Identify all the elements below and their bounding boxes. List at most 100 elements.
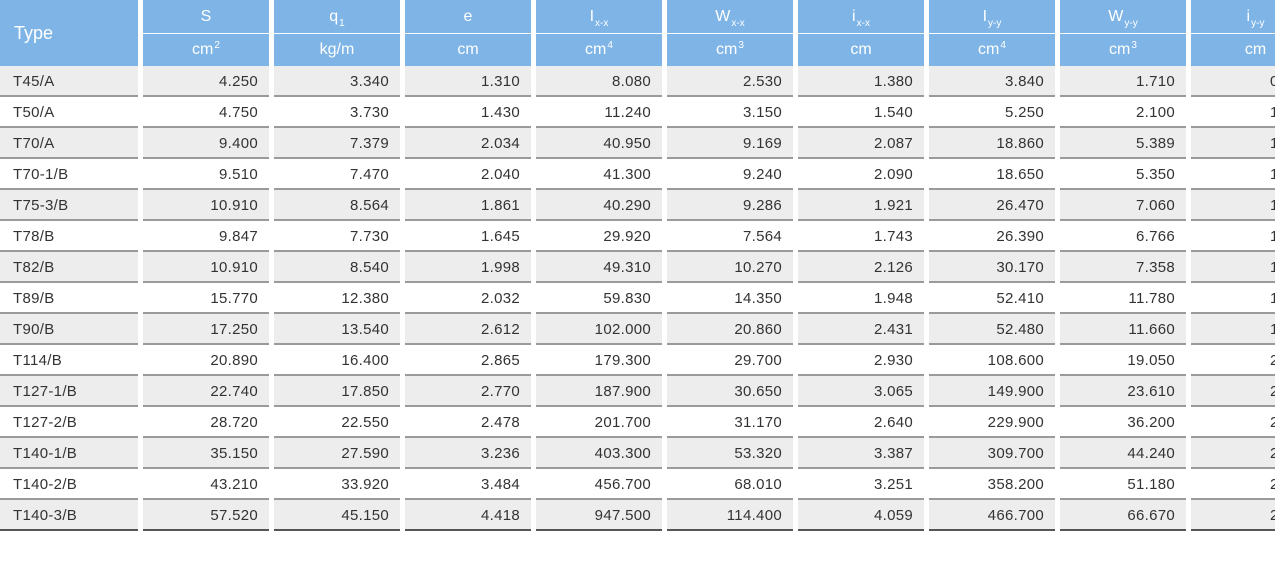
value-cell-e: 2.478 — [405, 407, 531, 438]
column-symbol: i — [852, 7, 856, 25]
value-cell-ixx: 187.900 — [536, 376, 662, 407]
value-cell-s: 9.847 — [143, 221, 269, 252]
value-cell-q1: 22.550 — [274, 407, 400, 438]
column-symbol: e — [463, 7, 473, 25]
value-cell-iyy: 1.823 — [1191, 283, 1275, 314]
table-row: T75-3/B 10.910 8.564 1.861 40.290 9.286 1.921 2… — [0, 190, 1275, 221]
value-cell-wyy: 44.240 — [1060, 438, 1186, 469]
column-symbol: I — [589, 7, 595, 25]
column-header-ixx: ix-x — [798, 0, 924, 34]
column-symbol: I — [982, 7, 988, 25]
value-cell-ixx: 947.500 — [536, 500, 662, 531]
column-symbol: q — [329, 7, 339, 25]
value-cell-wyy: 11.660 — [1060, 314, 1186, 345]
table-row: T70-1/B 9.510 7.470 2.040 41.300 9.240 2.090 18… — [0, 159, 1275, 190]
column-header-wyy: Wy-y — [1060, 0, 1186, 34]
value-cell-s: 28.720 — [143, 407, 269, 438]
value-cell-wxx: 30.650 — [667, 376, 793, 407]
value-cell-e: 2.040 — [405, 159, 531, 190]
row-type-cell: T127-2/B — [0, 407, 138, 438]
column-header-wxx: Wx-x — [667, 0, 793, 34]
column-unit: cm — [1109, 41, 1131, 58]
column-symbol: W — [1108, 7, 1124, 25]
type-column-header: Type — [0, 0, 138, 66]
column-symbol-subscript: y-y — [1251, 17, 1265, 29]
column-symbol: S — [200, 7, 212, 25]
value-cell-ixx: 2.126 — [798, 252, 924, 283]
row-type-cell: T82/B — [0, 252, 138, 283]
row-type-cell: T78/B — [0, 221, 138, 252]
value-cell-ixx: 49.310 — [536, 252, 662, 283]
value-cell-e: 3.484 — [405, 469, 531, 500]
value-cell-iyy: 358.200 — [929, 469, 1055, 500]
value-cell-q1: 8.564 — [274, 190, 400, 221]
value-cell-iyy: 1.557 — [1191, 190, 1275, 221]
column-unit-wxx: cm3 — [667, 34, 793, 66]
value-cell-wxx: 2.530 — [667, 66, 793, 97]
value-cell-iyy: 18.860 — [929, 128, 1055, 159]
value-cell-wxx: 20.860 — [667, 314, 793, 345]
column-unit-superscript: 3 — [738, 40, 744, 51]
table-row: T82/B 10.910 8.540 1.998 49.310 10.270 2.126 30… — [0, 252, 1275, 283]
value-cell-wxx: 31.170 — [667, 407, 793, 438]
value-cell-q1: 16.400 — [274, 345, 400, 376]
value-cell-q1: 3.340 — [274, 66, 400, 97]
column-header-q1: q1 — [274, 0, 400, 34]
row-type-cell: T140-3/B — [0, 500, 138, 531]
value-cell-wxx: 68.010 — [667, 469, 793, 500]
value-cell-ixx: 4.059 — [798, 500, 924, 531]
value-cell-wyy: 2.100 — [1060, 97, 1186, 128]
table-row: T140-1/B 35.150 27.590 3.236 403.300 53.320 3.… — [0, 438, 1275, 469]
value-cell-e: 4.418 — [405, 500, 531, 531]
column-unit: cm — [978, 41, 1000, 58]
value-cell-e: 2.612 — [405, 314, 531, 345]
column-header-iyy: Iy-y — [929, 0, 1055, 34]
value-cell-iyy: 1.400 — [1191, 159, 1275, 190]
value-cell-iyy: 30.170 — [929, 252, 1055, 283]
value-cell-ixx: 2.090 — [798, 159, 924, 190]
value-cell-ixx: 1.540 — [798, 97, 924, 128]
row-type-cell: T45/A — [0, 66, 138, 97]
table-row: T114/B 20.890 16.400 2.865 179.300 29.700 2.93… — [0, 345, 1275, 376]
value-cell-wyy: 7.358 — [1060, 252, 1186, 283]
value-cell-s: 10.910 — [143, 252, 269, 283]
value-cell-q1: 13.540 — [274, 314, 400, 345]
value-cell-wxx: 9.240 — [667, 159, 793, 190]
value-cell-s: 15.770 — [143, 283, 269, 314]
column-symbol-subscript: y-y — [1124, 17, 1138, 29]
value-cell-q1: 7.730 — [274, 221, 400, 252]
value-cell-wyy: 7.060 — [1060, 190, 1186, 221]
column-header-e: e — [405, 0, 531, 34]
value-cell-wyy: 19.050 — [1060, 345, 1186, 376]
value-cell-s: 17.250 — [143, 314, 269, 345]
column-unit: cm — [585, 41, 607, 58]
value-cell-iyy: 1.050 — [1191, 97, 1275, 128]
column-unit-e: cm — [405, 34, 531, 66]
value-cell-iyy: 108.600 — [929, 345, 1055, 376]
value-cell-wxx: 3.150 — [667, 97, 793, 128]
table-body: T45/A 4.250 3.340 1.310 8.080 2.530 1.380 3.840… — [0, 66, 1275, 531]
value-cell-wyy: 51.180 — [1060, 469, 1186, 500]
value-cell-s: 9.510 — [143, 159, 269, 190]
value-cell-e: 1.310 — [405, 66, 531, 97]
table-row: T78/B 9.847 7.730 1.645 29.920 7.564 1.743 26.3… — [0, 221, 1275, 252]
value-cell-s: 22.740 — [143, 376, 269, 407]
value-cell-q1: 27.590 — [274, 438, 400, 469]
value-cell-s: 9.400 — [143, 128, 269, 159]
row-type-cell: T127-1/B — [0, 376, 138, 407]
table-row: T50/A 4.750 3.730 1.430 11.240 3.150 1.540 5.25… — [0, 97, 1275, 128]
value-cell-q1: 12.380 — [274, 283, 400, 314]
value-cell-iyy: 52.480 — [929, 314, 1055, 345]
column-symbol-subscript: 1 — [339, 17, 345, 29]
column-symbol-subscript: y-y — [988, 17, 1002, 29]
value-cell-iyy: 0.950 — [1191, 66, 1275, 97]
value-cell-iyy: 2.968 — [1191, 438, 1275, 469]
column-unit-q1: kg/m — [274, 34, 400, 66]
row-type-cell: T140-2/B — [0, 469, 138, 500]
value-cell-ixx: 11.240 — [536, 97, 662, 128]
value-cell-q1: 33.920 — [274, 469, 400, 500]
column-header-s: S — [143, 0, 269, 34]
value-cell-e: 2.770 — [405, 376, 531, 407]
